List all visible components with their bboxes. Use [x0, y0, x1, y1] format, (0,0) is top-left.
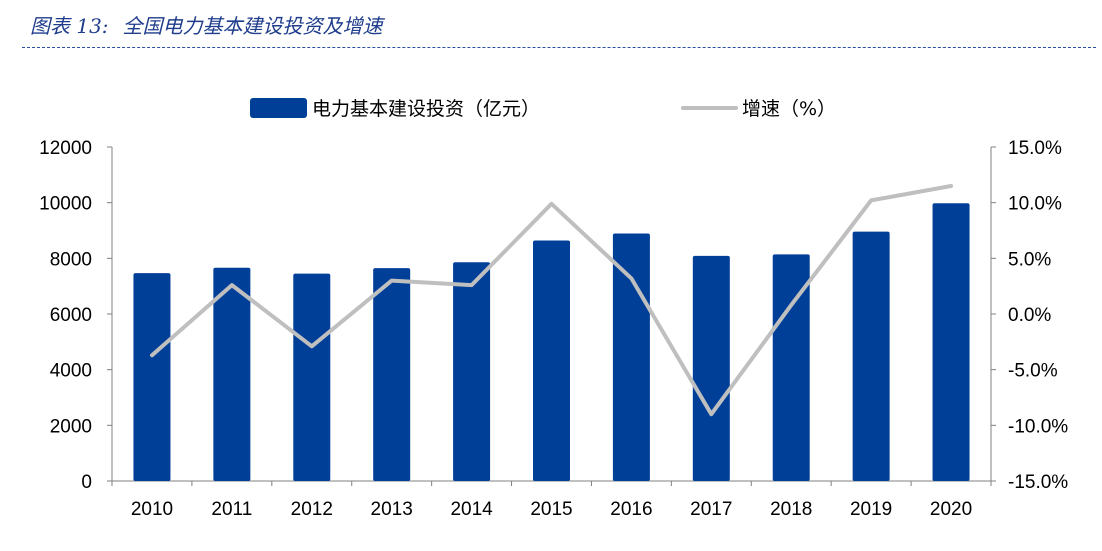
left-tick-label: 12000 [39, 138, 92, 159]
x-tick-label: 2017 [690, 499, 732, 520]
figure-title: 图表 13: 全国电力基本建设投资及增速 [30, 10, 383, 39]
x-tick-label: 2013 [371, 499, 413, 520]
x-tick-label: 2019 [850, 499, 892, 520]
bar [772, 254, 810, 481]
left-tick-label: 8000 [50, 249, 92, 270]
bar [373, 268, 411, 481]
chart-legend: 电力基本建设投资（亿元） 增速（%） [250, 98, 836, 120]
left-tick-label: 6000 [50, 305, 92, 326]
bar [453, 262, 491, 481]
bar [692, 255, 730, 481]
left-tick-label: 10000 [39, 194, 92, 215]
x-tick-label: 2020 [930, 499, 972, 520]
x-tick-label: 2016 [610, 499, 652, 520]
bar-series [133, 203, 970, 481]
right-tick-label: 15.0% [1008, 138, 1062, 159]
bar [213, 267, 251, 481]
bar [133, 273, 171, 481]
legend-line-label: 增速（%） [742, 98, 836, 120]
right-tick-label: 5.0% [1008, 249, 1051, 270]
right-tick-label: 10.0% [1008, 194, 1062, 215]
axis-labels: 0 2000 4000 6000 8000 10000 12000 -15.0% -10.0% -… [39, 138, 1068, 520]
right-tick-label: 0.0% [1008, 305, 1051, 326]
bar [612, 233, 650, 481]
title-divider [22, 47, 1096, 48]
right-tick-label: -15.0% [1008, 472, 1068, 493]
x-tick-label: 2010 [131, 499, 173, 520]
legend-bar-swatch [250, 98, 307, 118]
left-tick-label: 2000 [50, 416, 92, 437]
bar [932, 203, 970, 481]
left-tick-label: 4000 [50, 361, 92, 382]
growth-line [150, 184, 953, 417]
bar [533, 240, 570, 481]
figure-title-text: 全国电力基本建设投资及增速 [122, 14, 383, 38]
line-series [150, 184, 953, 417]
left-tick-label: 0 [81, 472, 92, 493]
figure-number: 图表 13: [30, 14, 109, 38]
right-tick-label: -10.0% [1008, 416, 1068, 437]
x-tick-label: 2012 [291, 499, 333, 520]
x-tick-label: 2018 [770, 499, 812, 520]
bar [293, 273, 331, 481]
x-tick-label: 2014 [450, 499, 493, 520]
bar [852, 231, 890, 481]
right-tick-label: -5.0% [1008, 361, 1058, 382]
x-tick-label: 2011 [211, 499, 252, 520]
x-tick-label: 2015 [530, 499, 572, 520]
legend-bar-label: 电力基本建设投资（亿元） [312, 98, 540, 120]
